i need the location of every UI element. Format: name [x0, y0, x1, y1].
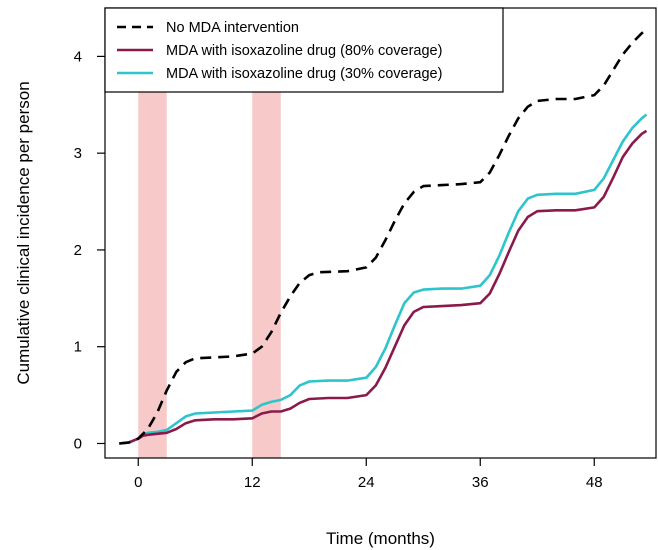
mda-round-band-1 [138, 92, 167, 458]
legend: No MDA intervention MDA with isoxazoline … [104, 7, 504, 93]
mda-round-band-2 [252, 92, 281, 458]
y-tick-label: 2 [74, 242, 82, 259]
x-axis: 0 12 24 36 48 [134, 458, 603, 491]
shaded-intervals [138, 92, 281, 458]
x-tick-label: 24 [358, 474, 375, 491]
x-tick-label: 12 [244, 474, 261, 491]
x-tick-label: 36 [472, 474, 489, 491]
series-line-1 [119, 28, 648, 445]
legend-box [104, 7, 504, 93]
y-tick-label: 3 [74, 145, 82, 162]
x-tick-label: 48 [586, 474, 603, 491]
series-line-2 [119, 129, 648, 445]
x-tick-label: 0 [134, 474, 142, 491]
y-tick-label: 0 [74, 435, 82, 452]
series-layer [119, 28, 648, 445]
y-tick-label: 4 [74, 48, 82, 65]
y-axis: 0 1 2 3 4 [74, 48, 105, 452]
y-axis-title: Cumulative clinical incidence per person [14, 81, 33, 384]
legend-label-3: MDA with isoxazoline drug (30% coverage) [166, 66, 442, 82]
legend-label-1: No MDA intervention [166, 20, 299, 36]
legend-label-2: MDA with isoxazoline drug (80% coverage) [166, 43, 442, 59]
series-line-3 [119, 113, 648, 445]
y-tick-label: 1 [74, 339, 82, 356]
x-axis-title: Time (months) [326, 529, 435, 548]
